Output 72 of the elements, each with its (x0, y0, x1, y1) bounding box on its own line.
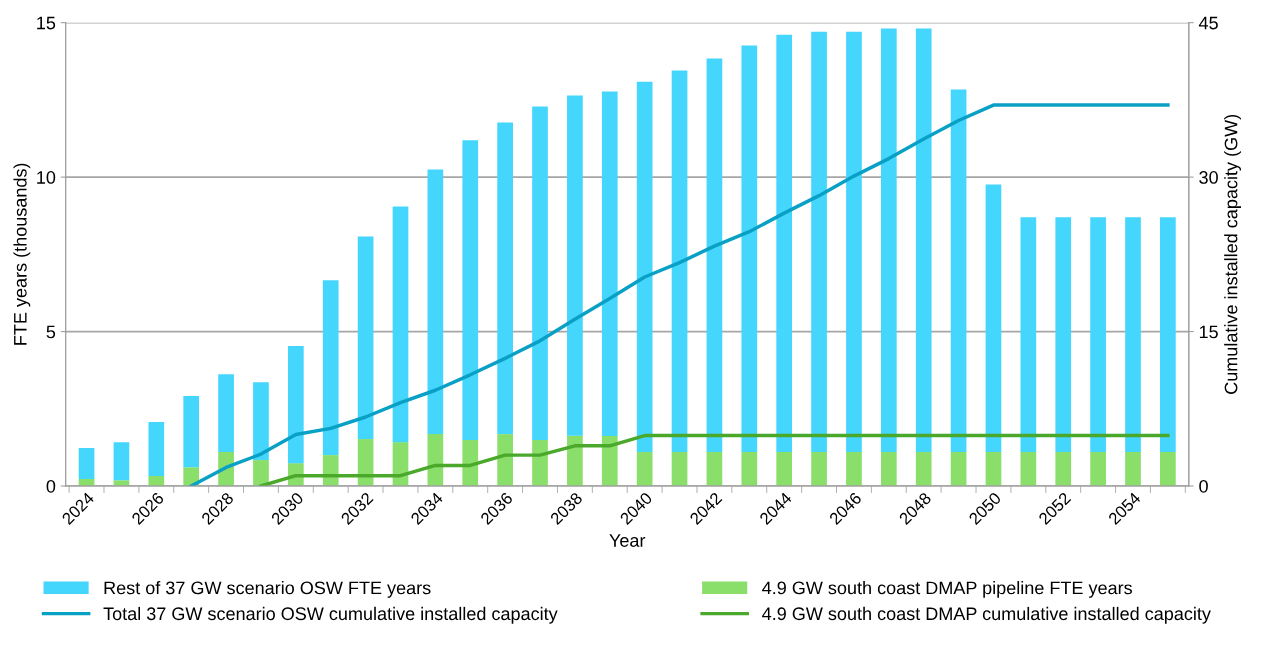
bar (741, 45, 758, 453)
bar (1055, 217, 1072, 453)
bar (950, 452, 967, 486)
bar (1055, 452, 1072, 486)
bar (950, 89, 967, 453)
bar (322, 280, 339, 456)
y-tick-label: 15 (37, 16, 56, 30)
bar (1090, 452, 1106, 486)
bar (706, 452, 723, 486)
bar (78, 448, 95, 479)
y-tick-label: 10 (37, 171, 56, 184)
bar (392, 206, 409, 443)
bar (1160, 452, 1176, 486)
bar (846, 31, 862, 453)
bar (1020, 217, 1037, 453)
bar (811, 31, 827, 453)
bar (671, 70, 688, 453)
bar (985, 184, 1002, 453)
bar (113, 442, 130, 481)
bar (880, 452, 897, 486)
bar (846, 452, 862, 486)
bar (427, 169, 444, 435)
bar (915, 28, 932, 453)
bar (776, 452, 793, 486)
bar (671, 452, 688, 486)
bar (601, 435, 618, 486)
bar (567, 435, 583, 486)
line-series (189, 103, 1170, 486)
y-axis-title: FTE years (thousands) (13, 163, 31, 345)
bar (985, 452, 1002, 486)
bar (218, 374, 234, 453)
bar (287, 346, 304, 464)
bar (1020, 452, 1037, 486)
bar (1125, 452, 1141, 486)
bar (253, 382, 269, 461)
bar (1125, 217, 1141, 453)
bar (1090, 217, 1106, 453)
bar (776, 34, 793, 453)
y2-tick-label: 45 (1198, 16, 1218, 30)
y2-tick-label: 0 (1199, 479, 1208, 493)
bar (636, 452, 653, 486)
bar (253, 460, 269, 486)
line-series (259, 433, 1170, 486)
bar (601, 91, 618, 436)
legend-label: Total 37 GW scenario OSW cumulative installed capacity (103, 606, 558, 624)
bar (148, 422, 165, 477)
bar (532, 106, 548, 440)
legend-label: Rest of 37 GW scenario OSW FTE years (104, 581, 431, 598)
bar (148, 476, 165, 486)
y2-tick-label: 30 (1199, 171, 1218, 184)
y2-axis-title: Cumulative installed capacity (GW) (1224, 114, 1241, 394)
bar (183, 396, 200, 468)
bar (497, 122, 513, 435)
y-tick-label: 0 (46, 479, 56, 493)
legend-label: 4.9 GW south coast DMAP pipeline FTE years (762, 581, 1132, 598)
bar (636, 81, 653, 453)
bar (462, 140, 479, 440)
bar (706, 58, 723, 453)
y2-tick-label: 15 (1199, 325, 1218, 339)
bar (462, 439, 479, 486)
bar (567, 95, 583, 436)
bar (741, 452, 758, 486)
bar (497, 434, 513, 486)
x-axis-title: Year (609, 534, 646, 547)
legend-label: 4.9 GW south coast DMAP cumulative installed capacity (762, 606, 1211, 624)
bar (880, 28, 897, 453)
bar (1160, 217, 1176, 453)
bar (915, 452, 932, 486)
bar (532, 439, 548, 486)
bar (811, 452, 827, 486)
bar (357, 236, 374, 440)
y-tick-label: 5 (46, 325, 56, 339)
